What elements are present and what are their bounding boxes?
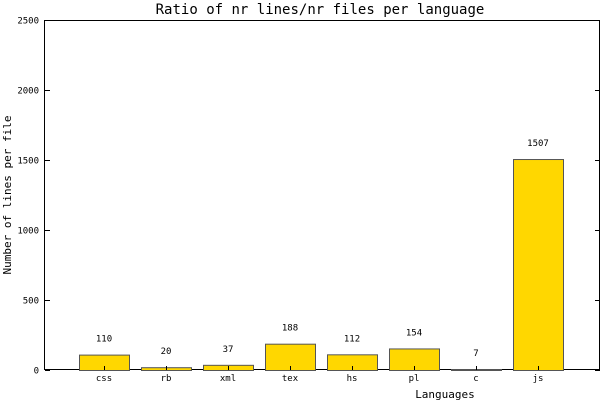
- x-tick-label-pl: pl: [409, 374, 420, 384]
- y-axis: 0 500 1000 1500 2000 2500: [17, 17, 600, 377]
- bar-pl: [389, 348, 440, 372]
- x-axis-label: Languages: [415, 388, 475, 400]
- y-tick-label: 500: [23, 297, 39, 307]
- bar-hs: [327, 354, 378, 372]
- y-tick-label: 2500: [17, 17, 39, 27]
- x-tick-label-rb: rb: [161, 374, 172, 384]
- data-label-rb: 20: [161, 347, 172, 357]
- data-label-css: 110: [96, 335, 112, 345]
- y-tick-label: 1500: [17, 157, 39, 167]
- x-tick-label-tex: tex: [282, 374, 299, 384]
- x-tick-label-xml: xml: [220, 374, 236, 384]
- bar-js: [513, 159, 564, 371]
- y-tick-label: 1000: [17, 227, 39, 237]
- x-axis: css rb xml tex hs pl c js: [96, 366, 544, 384]
- data-label-c: 7: [473, 349, 478, 359]
- x-tick-label-c: c: [473, 374, 478, 384]
- y-axis-label: Number of lines per file: [1, 116, 14, 275]
- data-label-pl: 154: [406, 328, 422, 338]
- x-tick-label-hs: hs: [347, 374, 358, 384]
- y-tick-label: 0: [34, 367, 39, 377]
- data-label-tex: 188: [282, 324, 298, 334]
- data-label-js: 1507: [527, 139, 549, 149]
- bar-css: [79, 354, 130, 372]
- x-tick-label-css: css: [96, 374, 112, 384]
- x-tick-label-js: js: [533, 374, 544, 384]
- data-label-xml: 37: [223, 345, 234, 355]
- bars: 110 20 37 188 112 154 7 1507: [79, 139, 564, 372]
- chart-title: Ratio of nr lines/nr files per language: [156, 2, 485, 18]
- data-label-hs: 112: [344, 334, 360, 344]
- y-tick-label: 2000: [17, 87, 39, 97]
